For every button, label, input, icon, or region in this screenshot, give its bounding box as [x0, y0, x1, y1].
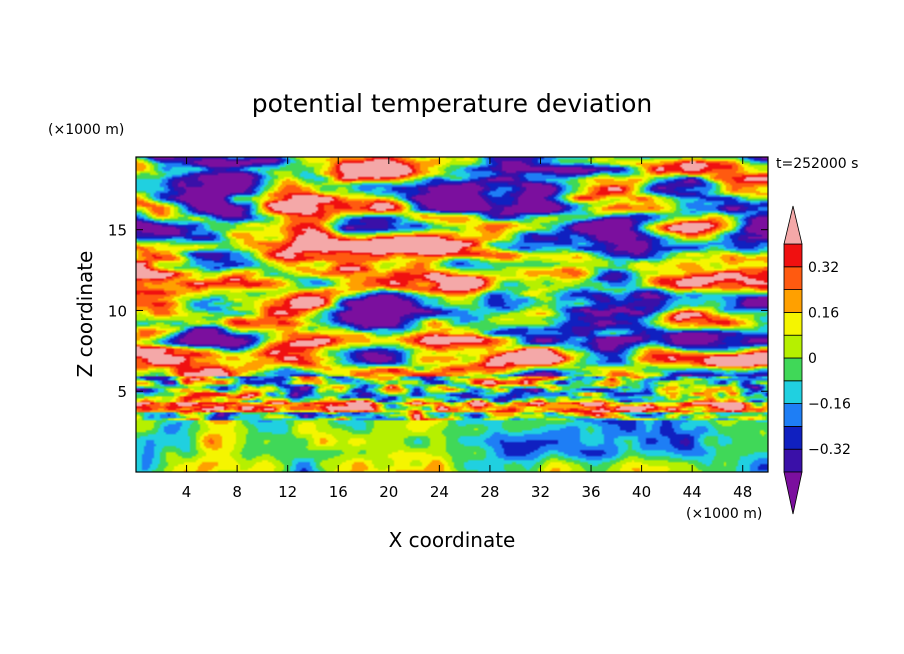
x-axis-unit-label: (×1000 m)	[686, 506, 762, 522]
colorbar-upper-extension	[783, 205, 803, 245]
y-axis-unit-label: (×1000 m)	[48, 122, 124, 138]
x-tick-label: 28	[480, 483, 499, 501]
colorbar-tick-label: 0.16	[808, 305, 839, 321]
x-tick-label: 48	[733, 483, 752, 501]
y-tick-label: 5	[117, 383, 127, 401]
x-tick-label: 12	[278, 483, 297, 501]
y-axis: 5 10 15	[108, 222, 768, 401]
colorbar-box	[783, 311, 803, 336]
colorbar-box	[783, 403, 803, 427]
chart-title: potential temperature deviation	[252, 89, 652, 118]
colorbar: 0.32 0.16 0 −0.16 −0.32	[783, 205, 851, 515]
colorbar-box	[783, 334, 803, 359]
x-tick-label: 20	[379, 483, 398, 501]
y-tick-label: 15	[108, 222, 127, 240]
x-tick-label: 4	[182, 483, 192, 501]
colorbar-lower-extension	[783, 471, 803, 515]
x-tick-label: 24	[430, 483, 449, 501]
time-label: t=252000 s	[776, 156, 858, 172]
x-tick-label: 32	[531, 483, 550, 501]
y-axis-title: Z coordinate	[73, 251, 97, 378]
x-axis-title: X coordinate	[389, 528, 516, 552]
x-tick-label: 16	[329, 483, 348, 501]
colorbar-box	[783, 425, 803, 450]
colorbar-tick-label: 0	[808, 351, 817, 367]
x-tick-label: 8	[232, 483, 242, 501]
colorbar-box	[783, 380, 803, 404]
x-tick-label: 40	[632, 483, 651, 501]
x-tick-label: 44	[683, 483, 702, 501]
x-tick-label: 36	[581, 483, 600, 501]
colorbar-box	[783, 448, 803, 473]
x-axis: 4 8 12 16 20 24 28 32 36 40 44 48	[182, 157, 752, 501]
plot-frame	[135, 156, 769, 473]
heatmap-field	[136, 157, 768, 472]
colorbar-box	[783, 289, 803, 313]
y-tick-label: 10	[108, 302, 127, 320]
colorbar-box	[783, 357, 803, 382]
colorbar-box	[783, 266, 803, 290]
colorbar-box	[783, 243, 803, 268]
colorbar-tick-label: 0.32	[808, 260, 839, 276]
colorbar-tick-label: −0.16	[808, 397, 851, 413]
colorbar-tick-label: −0.32	[808, 442, 851, 458]
